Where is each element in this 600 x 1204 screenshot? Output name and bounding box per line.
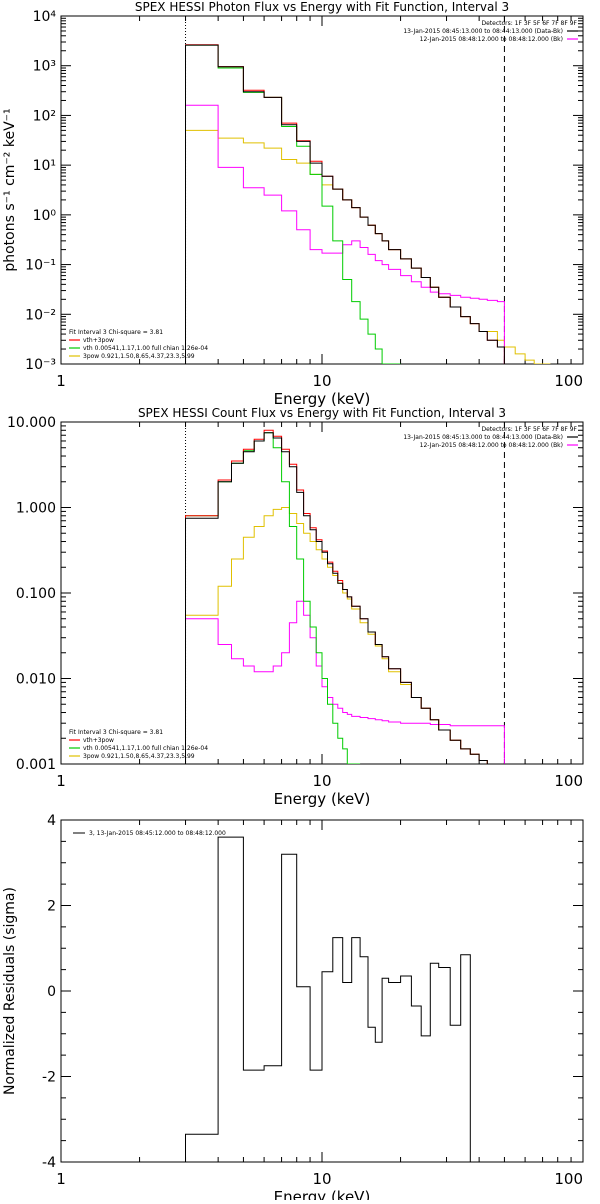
series-line-2 <box>185 44 401 364</box>
chart-panel-3: 1 10 100 -4 -2 0 2 4 Energy (keV) Normalized Resi… <box>2 813 584 1204</box>
y-axis-label: Normalized Residuals (sigma) <box>2 887 18 1095</box>
x-tick-label: 10 <box>312 1170 331 1188</box>
x-tick-label: 1 <box>56 1170 66 1188</box>
x-axis-label: Energy (keV) <box>274 790 371 808</box>
series-line-0 <box>185 432 505 764</box>
series-line-1 <box>185 429 505 764</box>
x-axis-label: Energy (keV) <box>274 1188 371 1200</box>
x-tick-label: 1 <box>56 772 66 790</box>
fit-info-text: 3pow 0.921,1.50,8.65,4.37,23.3,5.99 <box>83 753 195 760</box>
fit-info-text: vth+3pow <box>83 737 114 744</box>
fit-info-text: 3pow 0.921,1.50,8.65,4.37,23.3,5.99 <box>83 353 195 360</box>
y-tick-label: 0.010 <box>16 672 56 688</box>
y-tick-label: -2 <box>42 1070 56 1086</box>
y-tick-label: 10³ <box>33 59 56 75</box>
header-legend-text: 13-Jan-2015 08:45:13.000 to 08:44:13.000… <box>403 28 563 35</box>
series-line-4 <box>185 600 505 764</box>
fit-info-text: vth+3pow <box>83 337 114 344</box>
y-tick-label: 10⁴ <box>33 9 57 25</box>
y-tick-label: 0 <box>47 984 56 1000</box>
header-legend-text: 12-Jan-2015 08:48:12.000 to 08:48:12.000… <box>420 36 563 43</box>
series-line-4 <box>185 104 505 364</box>
header-legend-text: 12-Jan-2015 08:48:12.000 to 08:48:12.000… <box>420 442 563 449</box>
chart-title: SPEX HESSI Photon Flux vs Energy with Fi… <box>135 0 509 14</box>
y-tick-label: 10⁻³ <box>25 357 56 373</box>
fit-info-text: Fit Interval 3 Chi-square = 3.81 <box>69 329 163 336</box>
fit-info-text: Fit Interval 3 Chi-square = 3.81 <box>69 729 163 736</box>
x-tick-label: 100 <box>554 372 583 390</box>
x-tick-label: 10 <box>312 772 331 790</box>
y-tick-label: 10.000 <box>7 415 56 431</box>
chart-panel-2: SPEX HESSI Count Flux vs Energy with Fit… <box>7 406 584 808</box>
series-line-1 <box>185 44 505 364</box>
y-tick-label: 0.001 <box>16 757 56 773</box>
y-axis-label: photons s⁻¹ cm⁻² keV⁻¹ <box>2 108 18 271</box>
series-group <box>185 44 551 364</box>
header-legend-text: Detectors: 1F 3F 5F 6F 7F 8F 9F <box>481 426 577 433</box>
y-tick-label: 10⁻² <box>25 307 56 323</box>
y-tick-label: 10⁻¹ <box>25 258 56 274</box>
y-tick-label: 0.100 <box>16 586 56 602</box>
x-axis-label: Energy (keV) <box>274 390 371 408</box>
series-group <box>185 429 505 764</box>
y-tick-label: 4 <box>47 813 56 829</box>
x-tick-label: 100 <box>554 772 583 790</box>
series-group <box>185 836 471 1162</box>
y-tick-label: 2 <box>47 899 56 915</box>
fit-info-text: vth 0.00541,1.17,1.00 full chian 1.26e-0… <box>83 345 208 352</box>
x-tick-label: 10 <box>312 372 331 390</box>
chart-panel-1: SPEX HESSI Photon Flux vs Energy with Fi… <box>2 0 584 408</box>
fit-info-text: vth 0.00541,1.17,1.00 full chian 1.26e-0… <box>83 745 208 752</box>
y-tick-label: 1.000 <box>16 501 56 517</box>
series-line-0 <box>185 44 505 364</box>
legend-text: 3, 13-Jan-2015 08:45:12.000 to 08:48:12.… <box>89 830 226 837</box>
y-tick-label: 10² <box>33 108 56 124</box>
y-tick-label: 10⁰ <box>33 208 57 224</box>
series-line-0 <box>185 836 471 1162</box>
x-tick-label: 1 <box>56 372 66 390</box>
header-legend-text: 13-Jan-2015 08:45:13.000 to 08:44:13.000… <box>403 434 563 441</box>
series-line-2 <box>185 432 361 764</box>
x-tick-label: 100 <box>554 1170 583 1188</box>
y-tick-label: 10¹ <box>33 158 56 174</box>
y-tick-label: -4 <box>42 1155 56 1171</box>
header-legend-text: Detectors: 1F 3F 5F 6F 7F 8F 9F <box>481 20 577 27</box>
chart-title: SPEX HESSI Count Flux vs Energy with Fit… <box>138 406 506 420</box>
